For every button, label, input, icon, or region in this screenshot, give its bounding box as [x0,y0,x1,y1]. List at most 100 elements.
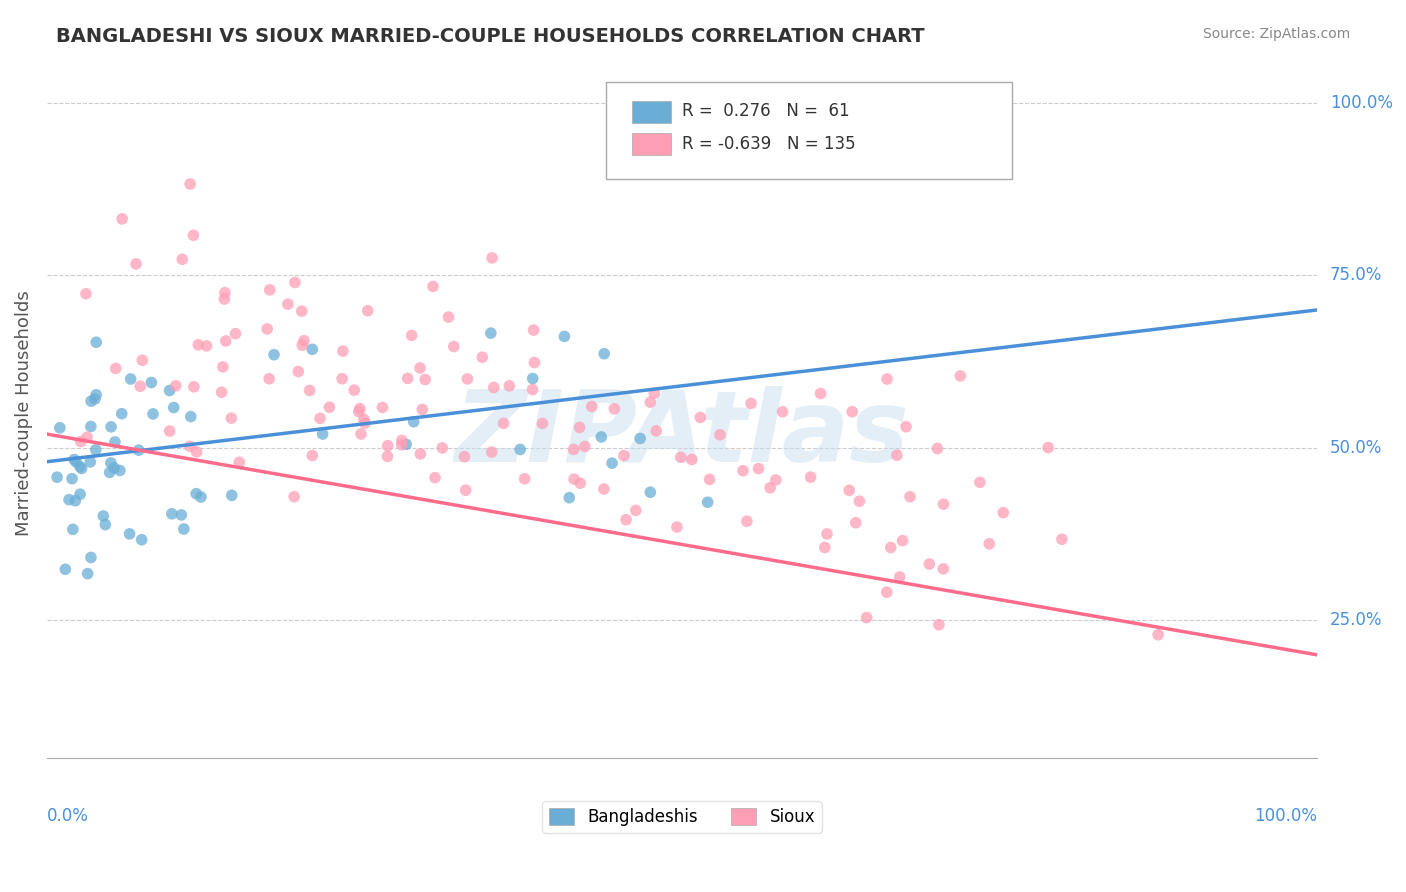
Point [343,383,366,397]
Point [523,323,546,337]
Point [301,343,323,357]
Point [886,448,908,462]
Point [257,372,280,386]
Point [735,514,758,528]
Point [84,442,107,457]
Point [301,449,323,463]
Text: 100.0%: 100.0% [1330,94,1393,112]
Point [60,472,83,486]
Point [479,326,502,340]
Point [172,252,194,267]
Text: 50.0%: 50.0% [1330,439,1382,457]
Point [591,430,613,444]
Point [94,517,117,532]
Point [187,338,209,352]
Point [845,516,868,530]
Point [391,438,413,452]
Point [186,445,208,459]
Point [283,490,305,504]
Point [76,566,98,581]
Text: Source: ZipAtlas.com: Source: ZipAtlas.com [1202,27,1350,41]
Point [195,339,218,353]
Point [277,297,299,311]
Point [927,442,949,456]
Point [613,449,636,463]
Point [311,427,333,442]
Text: R =  0.276   N =  61: R = 0.276 N = 61 [682,103,849,120]
Point [531,417,554,431]
Point [453,450,475,464]
Point [772,405,794,419]
Point [298,384,321,398]
Point [221,411,243,425]
Point [80,394,103,409]
Point [731,464,754,478]
Point [437,310,460,325]
Point [183,380,205,394]
Point [228,455,250,469]
Point [562,472,585,486]
Point [592,482,614,496]
Point [179,177,201,191]
Point [84,392,107,406]
Point [118,526,141,541]
Point [190,490,212,504]
Point [215,334,238,348]
Point [522,383,544,397]
Point [765,473,787,487]
Point [163,401,186,415]
Point [70,461,93,475]
Point [498,379,520,393]
Point [377,439,399,453]
Point [456,372,478,386]
Point [600,456,623,470]
Text: R = -0.639   N = 135: R = -0.639 N = 135 [682,135,856,153]
Legend: Bangladeshis, Sioux: Bangladeshis, Sioux [543,801,821,833]
Point [104,434,127,449]
Point [891,533,914,548]
Point [454,483,477,498]
Point [689,410,711,425]
FancyBboxPatch shape [606,82,1012,179]
Point [129,379,152,393]
Point [75,286,97,301]
Point [214,285,236,300]
Point [747,461,769,475]
Point [740,396,762,410]
Point [65,493,87,508]
Point [800,470,823,484]
Point [159,384,181,398]
Point [349,401,371,416]
Point [669,450,692,465]
Point [1147,628,1170,642]
Point [932,497,955,511]
Point [104,361,127,376]
Point [481,445,503,459]
Point [263,348,285,362]
Point [423,470,446,484]
Point [347,404,370,418]
Point [889,570,911,584]
Point [159,424,181,438]
Point [640,395,662,409]
Point [810,386,832,401]
Point [49,421,72,435]
Point [568,420,591,434]
Text: 75.0%: 75.0% [1330,267,1382,285]
Point [354,417,377,431]
Point [180,409,202,424]
Point [894,419,917,434]
Point [69,459,91,474]
Y-axis label: Married-couple Households: Married-couple Households [15,291,32,536]
Point [221,488,243,502]
Point [855,610,877,624]
Point [84,335,107,350]
Point [284,276,307,290]
Point [481,251,503,265]
Text: 100.0%: 100.0% [1254,806,1317,824]
Point [391,434,413,448]
Point [928,617,950,632]
Point [492,417,515,431]
Point [65,455,87,469]
Point [482,380,505,394]
